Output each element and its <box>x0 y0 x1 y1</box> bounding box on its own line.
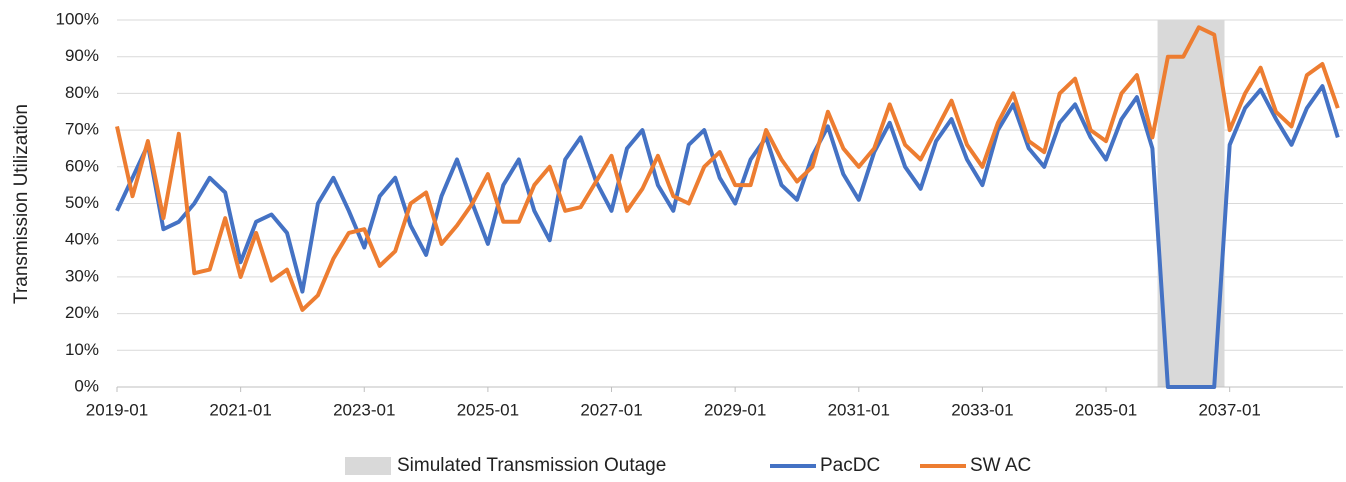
y-tick-label: 90% <box>65 46 99 65</box>
legend-swatch <box>345 457 391 475</box>
y-tick-label: 0% <box>74 376 99 395</box>
series-line <box>115 25 1340 312</box>
x-tick-label: 2029-01 <box>704 400 766 419</box>
x-tick-label: 2031-01 <box>828 400 890 419</box>
y-tick-label: 50% <box>65 193 99 212</box>
x-tick-label: 2021-01 <box>209 400 271 419</box>
y-tick-label: 60% <box>65 156 99 175</box>
series-line <box>115 84 1340 389</box>
legend-label: SW AC <box>970 455 1031 476</box>
x-tick-label: 2037-01 <box>1198 400 1260 419</box>
x-tick-label: 2027-01 <box>580 400 642 419</box>
x-tick-label: 2019-01 <box>86 400 148 419</box>
x-tick-label: 2033-01 <box>951 400 1013 419</box>
x-tick-label: 2023-01 <box>333 400 395 419</box>
legend-label: PacDC <box>820 455 880 476</box>
y-axis-label: Transmission Utilization <box>11 104 32 304</box>
x-tick-label: 2035-01 <box>1075 400 1137 419</box>
x-tick-label: 2025-01 <box>457 400 519 419</box>
y-tick-label: 30% <box>65 266 99 285</box>
y-tick-label: 20% <box>65 303 99 322</box>
y-tick-label: 100% <box>56 9 99 28</box>
y-tick-label: 70% <box>65 120 99 139</box>
legend-label: Simulated Transmission Outage <box>397 455 666 476</box>
y-tick-label: 80% <box>65 83 99 102</box>
y-tick-label: 40% <box>65 230 99 249</box>
y-tick-label: 10% <box>65 340 99 359</box>
